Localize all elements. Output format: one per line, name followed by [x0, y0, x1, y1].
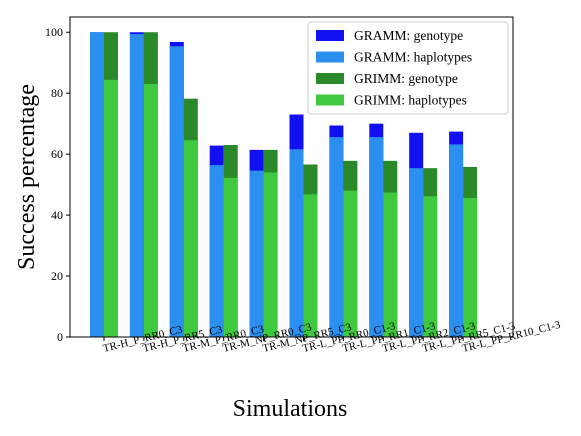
bar-gramm-haplotypes-0 — [90, 32, 104, 338]
bar-gramm-haplotypes-3 — [209, 165, 224, 337]
y-tick-label: 80 — [51, 86, 63, 100]
legend-swatch — [316, 94, 344, 106]
y-axis: 0 20 40 60 80 100 — [45, 25, 70, 344]
bars-group — [90, 32, 478, 338]
legend-label: GRAMM: genotype — [354, 28, 463, 43]
y-tick-label: 100 — [45, 25, 63, 39]
legend-label: GRIMM: haplotypes — [354, 93, 467, 108]
bar-gramm-haplotypes-4 — [249, 170, 264, 337]
x-axis-label: Simulations — [233, 396, 348, 422]
bar-grimm-haplotypes-4 — [263, 172, 278, 337]
bar-grimm-haplotypes-8 — [423, 196, 438, 337]
y-tick-label: 60 — [51, 147, 63, 161]
bar-gramm-haplotypes-6 — [329, 137, 344, 337]
bar-gramm-haplotypes-2 — [169, 46, 184, 337]
y-tick-label: 20 — [51, 269, 63, 283]
bar-grimm-haplotypes-6 — [343, 190, 358, 337]
bar-grimm-haplotypes-5 — [303, 194, 318, 337]
plot-frame — [69, 16, 514, 338]
bar-grimm-haplotypes-2 — [183, 140, 198, 337]
legend: GRAMM: genotype GRAMM: haplotypes GRIMM: g… — [307, 21, 509, 115]
bar-grimm-haplotypes-7 — [383, 192, 398, 337]
legend-swatch — [316, 51, 344, 63]
bar-grimm-haplotypes-0 — [104, 79, 118, 337]
legend-label: GRIMM: genotype — [354, 71, 458, 86]
y-tick-label: 40 — [51, 208, 63, 222]
y-axis-label: Success percentage — [14, 84, 40, 270]
bar-gramm-haplotypes-5 — [289, 149, 304, 337]
legend-box — [307, 21, 509, 115]
bar-gramm-haplotypes-1 — [129, 34, 144, 337]
bar-grimm-haplotypes-9 — [463, 198, 478, 337]
legend-swatch — [316, 30, 344, 41]
bar-gramm-haplotypes-8 — [409, 168, 424, 337]
legend-label: GRAMM: haplotypes — [354, 50, 472, 65]
bar-grimm-haplotypes-3 — [223, 177, 238, 337]
legend-swatch — [316, 73, 344, 84]
bar-grimm-haplotypes-1 — [143, 84, 158, 337]
bar-gramm-haplotypes-9 — [449, 144, 464, 337]
y-tick-label: 0 — [57, 330, 63, 344]
bar-gramm-haplotypes-7 — [369, 137, 384, 337]
